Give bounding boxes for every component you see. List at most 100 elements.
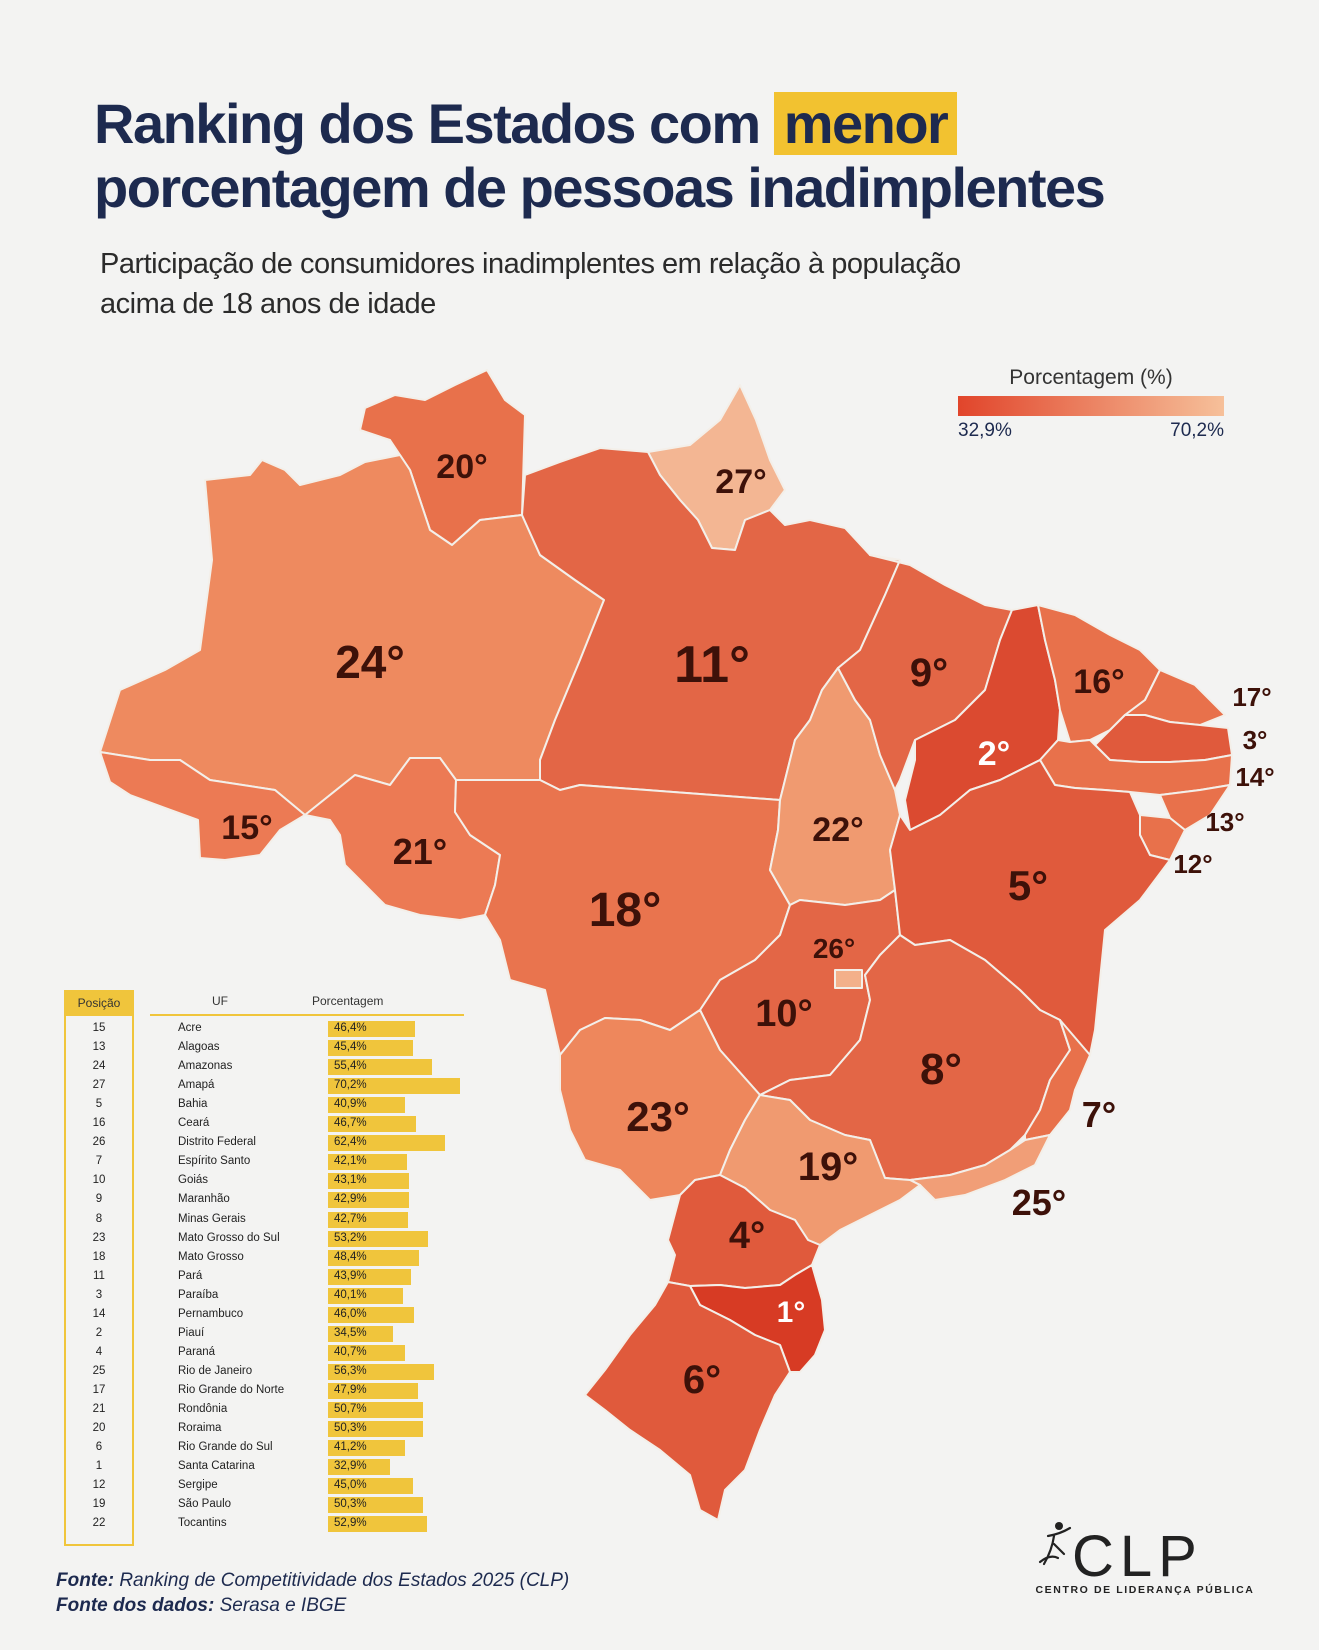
row-state: Maranhão [178, 1193, 230, 1206]
row-percentage: 41,2% [334, 1441, 367, 1454]
row-bar [328, 1421, 423, 1438]
table-row: 11 Pará 43,9% [64, 1268, 484, 1287]
color-legend: Porcentagem (%) 32,9% 70,2% [958, 366, 1224, 442]
label-sc: 1° [777, 1296, 806, 1329]
row-percentage: 47,9% [334, 1383, 367, 1396]
label-pb: 3° [1243, 725, 1268, 755]
row-bar [328, 1135, 445, 1152]
table-row: 9 Maranhão 42,9% [64, 1191, 484, 1210]
row-bar [328, 1344, 405, 1361]
source-label-2: Fonte dos dados: [56, 1595, 215, 1616]
table-row: 18 Mato Grosso 48,4% [64, 1249, 484, 1268]
map-rank-labels: 20° 27° 24° 11° 9° 16° 17° 3° 14° 13° 12… [221, 448, 1274, 1402]
source-text-1: Ranking de Competitividade dos Estados 2… [114, 1570, 570, 1591]
row-state: Amapá [178, 1079, 215, 1092]
table-row: 27 Amapá 70,2% [64, 1077, 484, 1096]
row-bar [328, 1497, 423, 1514]
table-row: 25 Rio de Janeiro 56,3% [64, 1363, 484, 1382]
row-bar [328, 1268, 411, 1285]
row-state: Alagoas [178, 1041, 220, 1054]
label-df: 26° [813, 933, 855, 964]
row-position: 8 [95, 1212, 103, 1225]
row-position: 16 [92, 1117, 106, 1130]
header-divider [150, 1014, 464, 1016]
legend-max-label: 70,2% [1170, 420, 1224, 441]
row-percentage: 32,9% [334, 1460, 367, 1473]
state-rio-de-janeiro [909, 1134, 1051, 1201]
row-bar [328, 1059, 432, 1076]
label-ro: 21° [393, 831, 447, 872]
row-bar [328, 1440, 405, 1457]
row-bar [328, 1306, 414, 1323]
row-percentage: 42,7% [334, 1212, 367, 1225]
row-bar [328, 1382, 418, 1399]
row-position: 1 [95, 1460, 103, 1473]
row-percentage: 48,4% [334, 1250, 367, 1263]
label-to: 22° [812, 811, 863, 849]
row-state: Tocantins [178, 1517, 227, 1530]
row-bar [328, 1097, 405, 1114]
row-bar [328, 1021, 415, 1037]
row-bar [328, 1154, 407, 1171]
row-state: São Paulo [178, 1498, 232, 1511]
row-bar [328, 1516, 427, 1533]
row-state: Santa Catarina [178, 1460, 255, 1473]
row-percentage: 70,2% [334, 1079, 367, 1092]
row-position: 11 [93, 1269, 105, 1282]
table-row: 20 Roraima 50,3% [64, 1420, 484, 1439]
label-al: 13° [1205, 807, 1244, 837]
row-bar [328, 1249, 419, 1266]
table-row: 16 Ceará 46,7% [64, 1115, 484, 1134]
row-bar [328, 1459, 390, 1476]
row-state: Rio Grande do Norte [178, 1383, 285, 1396]
row-bar [328, 1211, 408, 1228]
label-mt: 18° [589, 884, 662, 937]
row-position: 4 [95, 1345, 103, 1358]
source-note: Fonte: Ranking de Competitividade dos Es… [56, 1568, 569, 1618]
row-bar [328, 1040, 413, 1057]
row-position: 15 [92, 1022, 106, 1034]
label-am: 24° [335, 636, 405, 688]
row-percentage: 43,9% [334, 1269, 367, 1282]
table-row: 23 Mato Grosso do Sul 53,2% [64, 1230, 484, 1249]
label-ms: 23° [626, 1093, 690, 1140]
position-column [64, 990, 134, 1546]
logo-wordmark: CLP [1072, 1524, 1203, 1589]
source-label-1: Fonte: [56, 1570, 115, 1591]
row-state: Piauí [178, 1326, 205, 1339]
row-state: Amazonas [178, 1060, 233, 1073]
row-state: Pará [178, 1269, 203, 1282]
row-position: 24 [92, 1060, 106, 1073]
table-row: 22 Tocantins 52,9% [64, 1515, 484, 1534]
table-row: 15 Acre 46,4% [64, 1020, 484, 1039]
table-row: 3 Paraíba 40,1% [64, 1287, 484, 1306]
row-bar [328, 1325, 393, 1342]
header-position: Posição [64, 990, 134, 1016]
row-bar [328, 1192, 409, 1209]
table-row: 10 Goiás 43,1% [64, 1172, 484, 1191]
label-ma: 9° [910, 651, 948, 695]
row-position: 3 [95, 1288, 103, 1301]
subtitle-line1: Participação de consumidores inadimplent… [100, 248, 961, 280]
table-row: 12 Sergipe 45,0% [64, 1477, 484, 1496]
label-rr: 20° [436, 448, 487, 486]
row-state: Minas Gerais [178, 1212, 246, 1225]
row-state: Goiás [178, 1174, 209, 1187]
row-percentage: 50,3% [334, 1498, 367, 1511]
table-row: 6 Rio Grande do Sul 41,2% [64, 1439, 484, 1458]
row-position: 6 [95, 1441, 103, 1454]
row-percentage: 55,4% [334, 1060, 367, 1073]
row-percentage: 50,3% [334, 1422, 367, 1435]
row-position: 23 [92, 1231, 106, 1244]
label-rj: 25° [1012, 1182, 1066, 1223]
row-percentage: 45,0% [334, 1479, 367, 1492]
table-row: 4 Paraná 40,7% [64, 1344, 484, 1363]
row-state: Mato Grosso do Sul [178, 1231, 280, 1244]
row-percentage: 34,5% [334, 1326, 367, 1339]
row-position: 13 [92, 1041, 106, 1054]
table-row: 13 Alagoas 45,4% [64, 1039, 484, 1058]
row-percentage: 56,3% [334, 1364, 367, 1377]
row-state: Mato Grosso [178, 1250, 244, 1263]
row-state: Rio Grande do Sul [178, 1441, 273, 1454]
